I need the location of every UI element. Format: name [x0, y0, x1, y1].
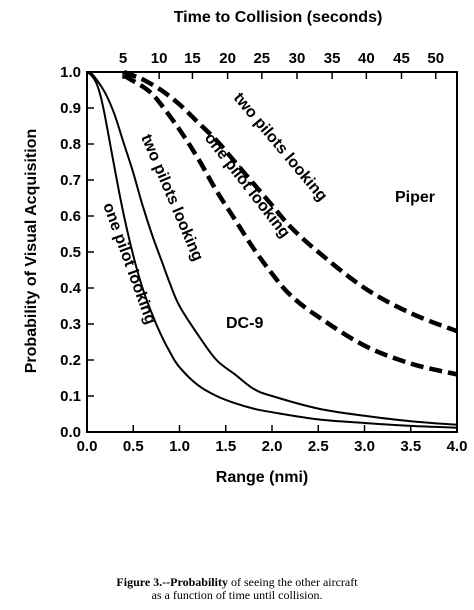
y-tick-label: 1.0 — [60, 64, 81, 81]
top-tick-label: 30 — [289, 50, 306, 67]
top-axis-label: Time to Collision (seconds) — [174, 9, 383, 26]
top-tick-label: 35 — [324, 50, 341, 67]
y-axis-label: Probability of Visual Acquisition — [23, 129, 40, 373]
label-dc9-one-pilot: one pilot looking — [99, 201, 159, 327]
x-tick-label: 2.0 — [262, 438, 283, 455]
series-lines — [86, 69, 458, 429]
y-tick-label: 0.9 — [60, 100, 81, 117]
figure-caption: Figure 3.--Probability of seeing the oth… — [0, 576, 474, 602]
y-tick-label: 0.7 — [60, 172, 81, 189]
top-tick-label: 45 — [393, 50, 410, 67]
y-tick-label: 0.3 — [60, 316, 81, 333]
top-tick-label: 20 — [219, 50, 236, 67]
caption-line1: of seeing the other aircraft — [227, 575, 358, 589]
series-line-piper-two-pilots — [123, 69, 458, 334]
x-tick-label: 2.5 — [308, 438, 329, 455]
y-tick-label: 0.0 — [60, 424, 81, 441]
x-tick-label: 0.5 — [123, 438, 144, 455]
top-tick-label: 15 — [184, 50, 201, 67]
label-dc9: DC-9 — [226, 315, 263, 332]
y-tick-label: 0.8 — [60, 136, 81, 153]
x-tick-label: 1.0 — [169, 438, 190, 455]
y-tick-label: 0.6 — [60, 208, 81, 225]
x-axis-label: Range (nmi) — [216, 469, 308, 486]
y-tick-label: 0.4 — [60, 280, 82, 297]
x-tick-label: 3.5 — [400, 438, 421, 455]
tick-marks: 0.0 0.5 1.0 1.5 2.0 2.5 3.0 3.5 4.0 0.0 0.1 0.2 0.3 0… — [60, 50, 467, 455]
chart-area: 0.0 0.5 1.0 1.5 2.0 2.5 3.0 3.5 4.0 0.0 0.1 0.2 0.3 0… — [23, 9, 467, 486]
label-piper: Piper — [395, 189, 435, 206]
series-line-piper-one-pilot — [122, 73, 458, 377]
caption-figure-number: Figure 3.--Probability — [116, 575, 228, 589]
top-tick-label: 50 — [427, 50, 444, 67]
x-tick-label: 4.0 — [447, 438, 468, 455]
series-line-dc9-one-pilot — [86, 71, 458, 429]
x-tick-label: 1.5 — [215, 438, 236, 455]
top-tick-label: 40 — [358, 50, 375, 67]
x-tick-label: 0.0 — [77, 438, 98, 455]
x-tick-label: 3.0 — [354, 438, 375, 455]
caption-line2: as a function of time until collision. — [151, 588, 323, 602]
top-tick-label: 25 — [253, 50, 270, 67]
y-tick-label: 0.2 — [60, 352, 81, 369]
series-line-dc9-two-pilots — [86, 71, 458, 426]
y-tick-label: 0.1 — [60, 388, 81, 405]
top-tick-label: 10 — [151, 50, 168, 67]
top-tick-label: 5 — [119, 50, 127, 67]
y-tick-label: 0.5 — [60, 244, 81, 261]
